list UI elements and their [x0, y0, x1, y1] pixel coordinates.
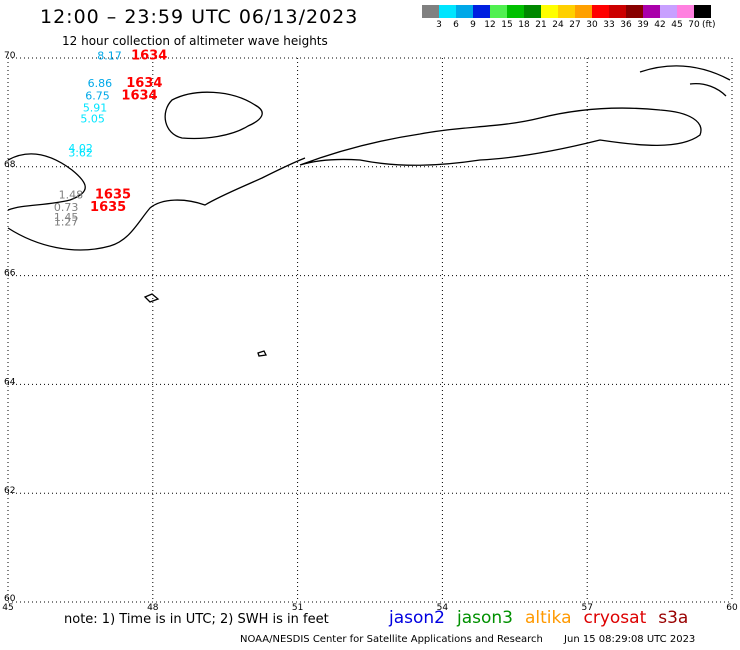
- legend-tick-label: 33: [603, 20, 615, 30]
- pass-time-label: 1634: [131, 49, 167, 64]
- legend-tick-label: 42: [654, 20, 666, 30]
- legend-swatch: [439, 5, 456, 18]
- lat-tick-label: 62: [4, 486, 15, 496]
- lon-tick-label: 60: [726, 603, 738, 613]
- legend-tick-label: 21: [535, 20, 547, 30]
- legend-swatch: [558, 5, 575, 18]
- legend-tick-label: 45: [671, 20, 683, 30]
- wave-height-label: 6.75: [85, 89, 110, 102]
- coastline-novaya-zemlya: [299, 107, 702, 166]
- legend-swatch: [677, 5, 694, 18]
- wave-height-label: 1.27: [54, 216, 79, 229]
- satellite-cryosat: cryosat: [583, 608, 647, 628]
- legend-tick-label: 6: [453, 20, 459, 30]
- legend-ticks: 3 6 9 12 15 18 21 24 27 30 33 36 39 42 45 70 (ft): [422, 18, 715, 32]
- legend-swatches: [422, 5, 711, 18]
- legend-tick-label: 3: [436, 20, 442, 30]
- satellite-legend: jason2 jason3 altika cryosat s3a: [389, 608, 700, 628]
- coastline-mainland-west: [7, 153, 86, 211]
- wave-height-label: 1.48: [59, 188, 84, 201]
- footer-note: note: 1) Time is in UTC; 2) SWH is in fe…: [64, 612, 329, 627]
- map-grid: 45 48 51 54 57 60 60 62 64 66 68 70: [2, 51, 738, 613]
- lon-tick-label: 57: [581, 603, 592, 613]
- legend-swatch: [524, 5, 541, 18]
- legend-swatch: [422, 5, 439, 18]
- satellite-altika: altika: [525, 608, 572, 628]
- wave-height-label: 4.02: [68, 142, 93, 155]
- legend-tick-label: 9: [470, 20, 476, 30]
- pass-time-label: 1634: [121, 88, 157, 103]
- lon-tick-label: 48: [147, 603, 159, 613]
- wave-observations: 8.17 1634 6.86 1634 6.75 1634 5.915.05 4.023.62…: [54, 49, 167, 229]
- satellite-jason3: jason3: [457, 608, 513, 628]
- legend-swatch: [473, 5, 490, 18]
- legend-swatch: [660, 5, 677, 18]
- coastline-island-small: [143, 293, 267, 357]
- pass-time-label: 1635: [90, 200, 126, 215]
- legend-tick-label: 24: [552, 20, 564, 30]
- legend-swatch: [643, 5, 660, 18]
- lat-tick-label: 68: [4, 160, 16, 170]
- pass-time-label: 1634: [126, 76, 162, 91]
- credit-line: NOAA/NESDIS Center for Satellite Applica…: [240, 634, 695, 645]
- coastline-novaya-zemlya-north: [639, 65, 731, 97]
- wave-height-label: 8.17: [97, 50, 122, 63]
- legend-swatch: [507, 5, 524, 18]
- coastline-kolguev-island: [164, 91, 263, 140]
- legend-tick-label: 70: [688, 20, 700, 30]
- legend-swatch: [694, 5, 711, 18]
- satellite-jason2: jason2: [389, 608, 445, 628]
- legend-tick-label: 36: [620, 20, 632, 30]
- legend-tick-label: 27: [569, 20, 581, 30]
- wave-height-label: 6.86: [88, 77, 113, 90]
- lon-tick-label: 51: [292, 603, 303, 613]
- wave-height-label: 1.45: [54, 211, 79, 224]
- lat-tick-label: 60: [4, 594, 16, 604]
- color-legend: 3 6 9 12 15 18 21 24 27 30 33 36 39 42 45 70 (ft): [422, 5, 716, 32]
- legend-tick-label: 39: [637, 20, 649, 30]
- legend-swatch: [575, 5, 592, 18]
- wave-height-label: 3.62: [68, 146, 93, 159]
- legend-swatch: [592, 5, 609, 18]
- lon-tick-label: 45: [2, 603, 13, 613]
- lat-tick-label: 66: [4, 269, 16, 279]
- wave-height-label: 5.91: [83, 101, 108, 114]
- legend-tick-label: 18: [518, 20, 530, 30]
- lat-tick-label: 64: [4, 377, 16, 387]
- legend-swatch: [541, 5, 558, 18]
- wave-height-label: 0.73: [54, 201, 79, 214]
- coastline-mainland-peninsula: [7, 157, 306, 251]
- generated-timestamp: Jun 15 08:29:08 UTC 2023: [564, 634, 696, 645]
- lat-tick-label: 70: [4, 51, 16, 61]
- legend-swatch: [626, 5, 643, 18]
- coastline: [7, 65, 731, 357]
- lon-tick-label: 54: [437, 603, 449, 613]
- map-subtitle: 12 hour collection of altimeter wave hei…: [62, 34, 328, 48]
- legend-unit: (ft): [702, 20, 716, 30]
- wave-height-label: 5.05: [80, 113, 105, 126]
- legend-tick-label: 30: [586, 20, 598, 30]
- credit-text: NOAA/NESDIS Center for Satellite Applica…: [240, 634, 543, 645]
- map-title: 12:00 – 23:59 UTC 06/13/2023: [40, 6, 359, 28]
- legend-swatch: [609, 5, 626, 18]
- satellite-s3a: s3a: [658, 608, 689, 628]
- legend-swatch: [456, 5, 473, 18]
- legend-swatch: [490, 5, 507, 18]
- pass-time-label: 1635: [95, 187, 131, 202]
- legend-tick-label: 15: [501, 20, 513, 30]
- legend-tick-label: 12: [484, 20, 496, 30]
